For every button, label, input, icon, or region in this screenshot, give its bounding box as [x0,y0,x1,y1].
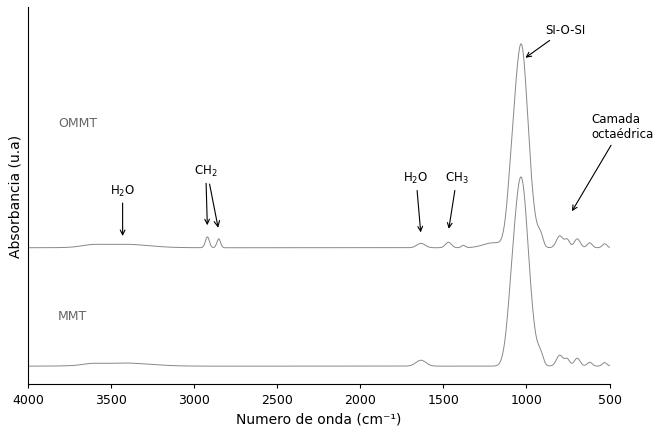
Text: Camada
octaédrica: Camada octaédrica [572,113,653,210]
Text: OMMT: OMMT [58,116,97,129]
Text: H$_2$O: H$_2$O [110,183,135,235]
Text: MMT: MMT [58,310,87,322]
Y-axis label: Absorbancia (u.a): Absorbancia (u.a) [9,135,23,258]
Text: CH$_3$: CH$_3$ [445,171,469,228]
Text: SI-O-SI: SI-O-SI [527,24,585,58]
Text: CH$_2$: CH$_2$ [194,163,218,224]
Text: H$_2$O: H$_2$O [404,171,428,232]
X-axis label: Numero de onda (cm⁻¹): Numero de onda (cm⁻¹) [236,412,402,426]
